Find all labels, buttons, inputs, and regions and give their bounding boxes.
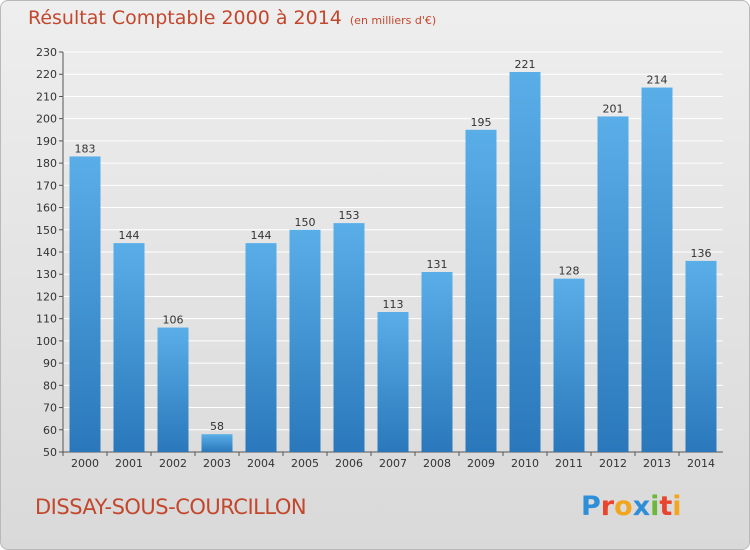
x-tick-label-2010: 2010 bbox=[511, 457, 539, 470]
bar-2000 bbox=[69, 156, 101, 452]
x-tick-labels: 2000 2001 2002 2003 2004 2005 2006 2007 2008 2009… bbox=[62, 452, 715, 470]
y-tick-label: 110 bbox=[36, 313, 57, 326]
y-tick-label: 60 bbox=[43, 424, 57, 437]
logo-letter: o bbox=[614, 491, 633, 522]
y-tick-labels: 50 60 70 80 90 100 110 120 130 140 150 160 170 180 190… bbox=[36, 46, 57, 459]
x-tick-label-2006: 2006 bbox=[335, 457, 363, 470]
bar-2006 bbox=[333, 223, 365, 452]
y-tick-label: 210 bbox=[36, 90, 57, 103]
value-label-2003: 58 bbox=[210, 420, 224, 433]
y-tick-label: 220 bbox=[36, 68, 57, 81]
y-tick-label: 130 bbox=[36, 268, 57, 281]
bar-2003 bbox=[201, 434, 233, 452]
value-label-2011: 128 bbox=[559, 265, 580, 278]
bar-2007 bbox=[377, 312, 409, 452]
x-tick-label-2013: 2013 bbox=[643, 457, 671, 470]
bar-2013 bbox=[641, 87, 673, 453]
value-label-2000: 183 bbox=[75, 142, 96, 155]
value-label-2005: 150 bbox=[295, 216, 316, 229]
chart-title: Résultat Comptable 2000 à 2014 (en millie… bbox=[28, 7, 436, 29]
x-tick-label-2005: 2005 bbox=[291, 457, 319, 470]
value-label-2007: 113 bbox=[383, 298, 404, 311]
y-tick-label: 140 bbox=[36, 246, 57, 259]
bars bbox=[69, 72, 717, 453]
x-tick-label-2008: 2008 bbox=[423, 457, 451, 470]
logo-letter: i bbox=[650, 491, 660, 522]
bar-2010 bbox=[509, 72, 541, 452]
value-label-2009: 195 bbox=[471, 116, 492, 129]
x-tick-label-2009: 2009 bbox=[467, 457, 495, 470]
x-tick-label-2001: 2001 bbox=[115, 457, 143, 470]
x-tick-label-2012: 2012 bbox=[599, 457, 627, 470]
x-tick-label-2014: 2014 bbox=[687, 457, 715, 470]
bar-2004 bbox=[245, 243, 277, 452]
value-labels: 183 144 106 58 144 150 153 113 131 195 221 128 201 21… bbox=[75, 58, 712, 433]
city-name: DISSAY-SOUS-COURCILLON bbox=[35, 495, 307, 519]
bar-2011 bbox=[553, 278, 585, 452]
value-label-2004: 144 bbox=[251, 229, 272, 242]
logo-letter: P bbox=[581, 491, 601, 522]
chart-title-main: Résultat Comptable 2000 à 2014 bbox=[28, 7, 342, 29]
y-tick-label: 190 bbox=[36, 135, 57, 148]
y-tick-label: 160 bbox=[36, 202, 57, 215]
value-label-2008: 131 bbox=[427, 258, 448, 271]
bar-2002 bbox=[157, 327, 189, 452]
y-tick-label: 70 bbox=[43, 402, 57, 415]
logo-letter: i bbox=[672, 491, 682, 522]
x-tick-label-2011: 2011 bbox=[555, 457, 583, 470]
y-tick-label: 170 bbox=[36, 179, 57, 192]
bar-2008 bbox=[421, 272, 453, 452]
x-tick-label-2002: 2002 bbox=[159, 457, 187, 470]
y-tick-label: 150 bbox=[36, 224, 57, 237]
x-tick-label-2004: 2004 bbox=[247, 457, 275, 470]
value-label-2002: 106 bbox=[163, 314, 184, 327]
logo-letter: t bbox=[659, 491, 673, 522]
value-label-2006: 153 bbox=[339, 209, 360, 222]
logo-letter: r bbox=[600, 491, 615, 522]
x-tick-label-2007: 2007 bbox=[379, 457, 407, 470]
y-tick-label: 230 bbox=[36, 46, 57, 59]
value-label-2010: 221 bbox=[515, 58, 536, 71]
bar-2014 bbox=[685, 260, 717, 452]
value-label-2014: 136 bbox=[691, 247, 712, 260]
bar-2005 bbox=[289, 229, 321, 452]
y-tick-label: 180 bbox=[36, 157, 57, 170]
logo-letter: x bbox=[632, 491, 651, 522]
chart-subtitle: (en milliers d'€) bbox=[349, 14, 437, 27]
y-tick-label: 200 bbox=[36, 113, 57, 126]
x-tick-label-2003: 2003 bbox=[203, 457, 231, 470]
bar-2001 bbox=[113, 243, 145, 452]
proxiti-logo: Proxiti bbox=[581, 491, 682, 522]
value-label-2013: 214 bbox=[647, 74, 668, 87]
value-label-2001: 144 bbox=[119, 229, 140, 242]
y-tick-label: 100 bbox=[36, 335, 57, 348]
y-tick-label: 80 bbox=[43, 379, 57, 392]
value-label-2012: 201 bbox=[603, 102, 624, 115]
x-tick-label-2000: 2000 bbox=[71, 457, 99, 470]
y-tick-label: 120 bbox=[36, 290, 57, 303]
y-tick-label: 90 bbox=[43, 357, 57, 370]
y-tick-label: 50 bbox=[43, 446, 57, 459]
bar-2009 bbox=[465, 129, 497, 452]
bar-2012 bbox=[597, 116, 629, 452]
